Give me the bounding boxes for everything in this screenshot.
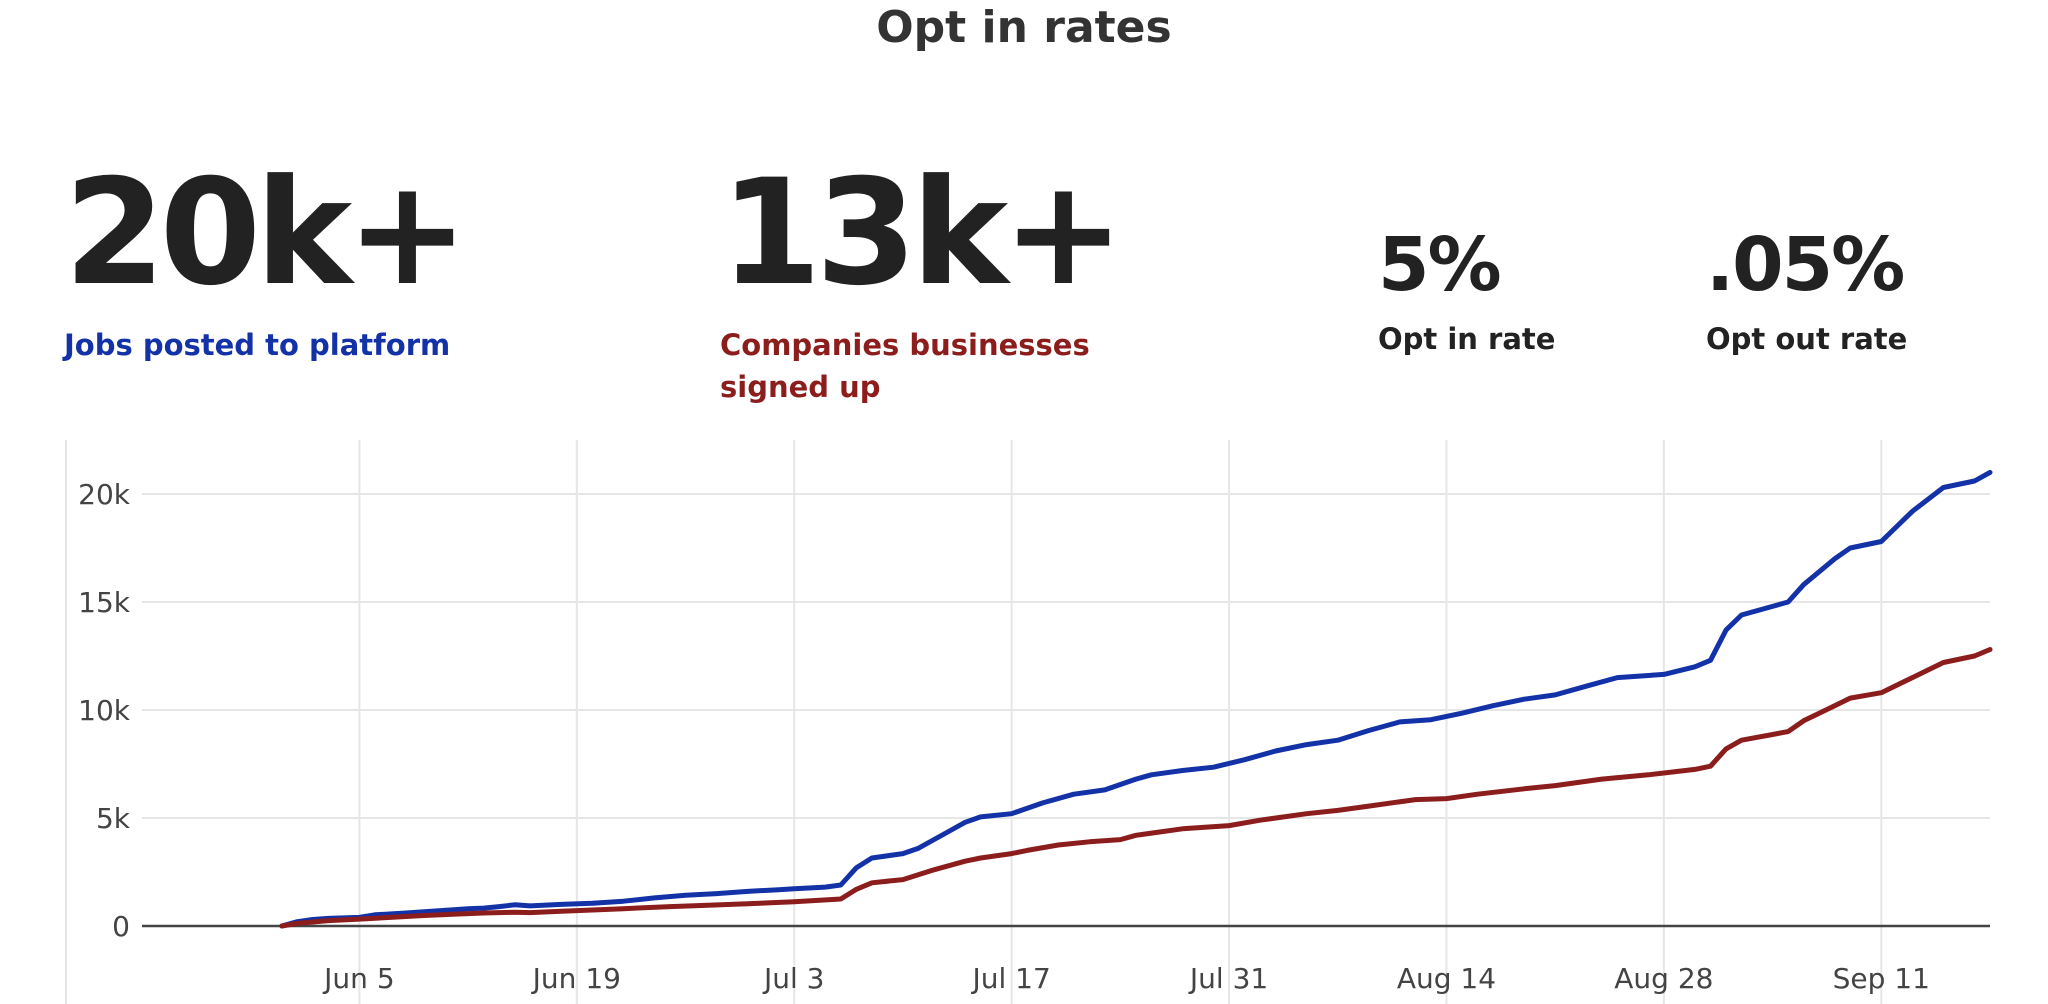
x-tick-label: Jun 5 [322,962,394,995]
stat-opt-out-value: .05% [1706,222,1905,308]
y-tick-label: 15k [78,586,131,619]
series-line-companies [279,647,1993,929]
y-tick-label: 10k [78,694,131,727]
x-tick-label: Jul 3 [762,962,825,995]
stat-opt-out-label: Opt out rate [1706,322,1908,356]
x-tick-label: Jun 19 [531,962,621,995]
stat-companies-label: Companies businesses signed up [720,328,1090,404]
tick-labels: Jun 5 Jun 19 Jul 3 Jul 17 Jul 31 Aug 14 Aug 28… [78,478,1930,995]
grid-lines [65,440,1990,1004]
y-tick-label: 0 [112,910,130,943]
stat-companies-signed-up: 13k+ Companies businesses signed up [720,148,1125,408]
x-tick-label: Jul 17 [970,962,1050,995]
stat-opt-in-rate: 5% Opt in rate [1378,228,1555,360]
stat-jobs-label: Jobs posted to platform [64,328,451,362]
stat-opt-in-label: Opt in rate [1378,322,1556,356]
series-line-jobs [279,469,1993,929]
y-tick-label: 20k [78,478,131,511]
x-tick-label: Aug 14 [1397,962,1496,995]
y-tick-label: 5k [96,802,131,835]
page-title: Opt in rates [876,2,1172,53]
x-tick-label: Sep 11 [1833,962,1930,995]
x-tick-label: Aug 28 [1614,962,1713,995]
stat-jobs-posted: 20k+ Jobs posted to platform [64,148,469,366]
stat-companies-value: 13k+ [720,148,1125,318]
stat-opt-in-value: 5% [1378,222,1502,308]
series-lines [279,469,1993,929]
x-tick-label: Jul 31 [1188,962,1268,995]
stat-opt-out-rate: .05% Opt out rate [1706,228,1907,360]
stat-jobs-value: 20k+ [64,148,469,318]
